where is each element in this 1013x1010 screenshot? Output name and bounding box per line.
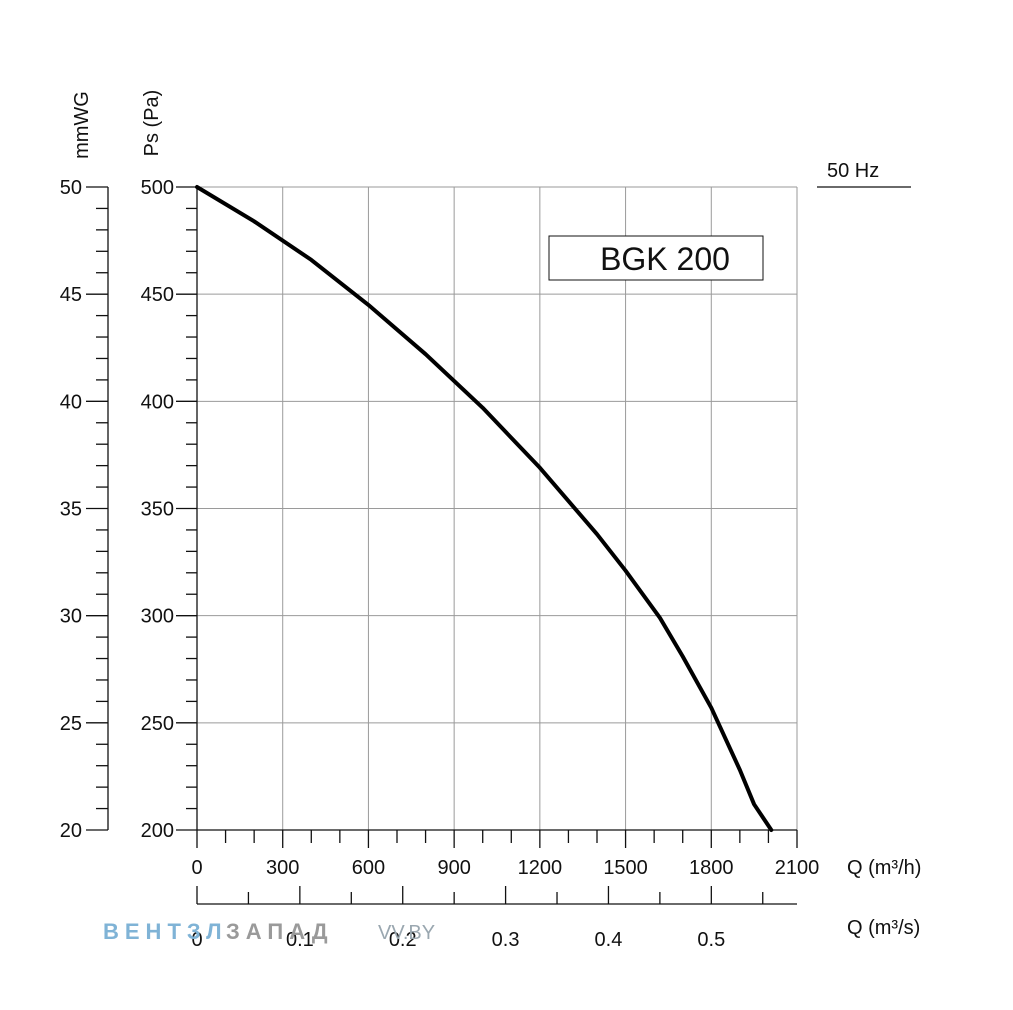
axes [86,186,798,905]
y-tick-label-mmwg: 25 [60,713,82,735]
frequency-label: 50 Hz [827,160,879,182]
x-tick-label-m3h: 1800 [689,857,734,879]
y-tick-label-mmwg: 30 [60,606,82,628]
x-axis-label-m3h: Q (m³/h) [847,857,921,879]
y-tick-label-pa: 400 [141,391,174,413]
y-tick-label-pa: 200 [141,820,174,842]
y-tick-label-pa: 500 [141,177,174,199]
model-label-box [548,235,764,281]
y-tick-label-mmwg: 35 [60,499,82,521]
watermark-part3: VV.BY [378,922,435,944]
y-tick-label-pa: 250 [141,713,174,735]
x-tick-label-m3h: 1200 [518,857,563,879]
y-tick-label-mmwg: 20 [60,820,82,842]
x-tick-label-m3s: 0.1 [286,929,314,951]
y-tick-label-pa: 350 [141,499,174,521]
y-tick-label-mmwg: 40 [60,391,82,413]
y-axis-label-mmwg: mmWG [71,91,93,159]
y-tick-label-mmwg: 45 [60,284,82,306]
x-tick-label-m3h: 600 [352,857,385,879]
x-tick-label-m3s: 0.5 [697,929,725,951]
x-tick-label-m3h: 2100 [775,857,820,879]
x-tick-label-m3h: 0 [191,857,202,879]
model-label: BGK 200 [600,241,730,277]
watermark-part2: ЗАПАД [226,919,334,944]
watermark: ВЕНТЗЛ ЗАПАД VV.BY [103,919,435,944]
performance-curve [195,185,774,832]
x-tick-label-m3h: 300 [266,857,299,879]
x-tick-label-m3s: 0.3 [492,929,520,951]
x-tick-label-m3s: 0 [191,929,202,951]
x-tick-label-m3s: 0.4 [595,929,623,951]
y-tick-label-pa: 450 [141,284,174,306]
y-tick-label-pa: 300 [141,606,174,628]
tick-labels: 50 45 40 35 30 25 20 500 450 400 350 300 250 200 0 300 6… [60,177,820,951]
y-tick-label-mmwg: 50 [60,177,82,199]
watermark-part1: ВЕНТЗЛ [103,919,228,944]
x-axis-label-m3s: Q (m³/s) [847,917,920,939]
x-tick-label-m3h: 1500 [603,857,648,879]
x-tick-label-m3s: 0.2 [389,929,417,951]
grid [196,186,798,831]
x-tick-label-m3h: 900 [437,857,470,879]
y-axis-label-pa: Ps (Pa) [141,90,163,157]
